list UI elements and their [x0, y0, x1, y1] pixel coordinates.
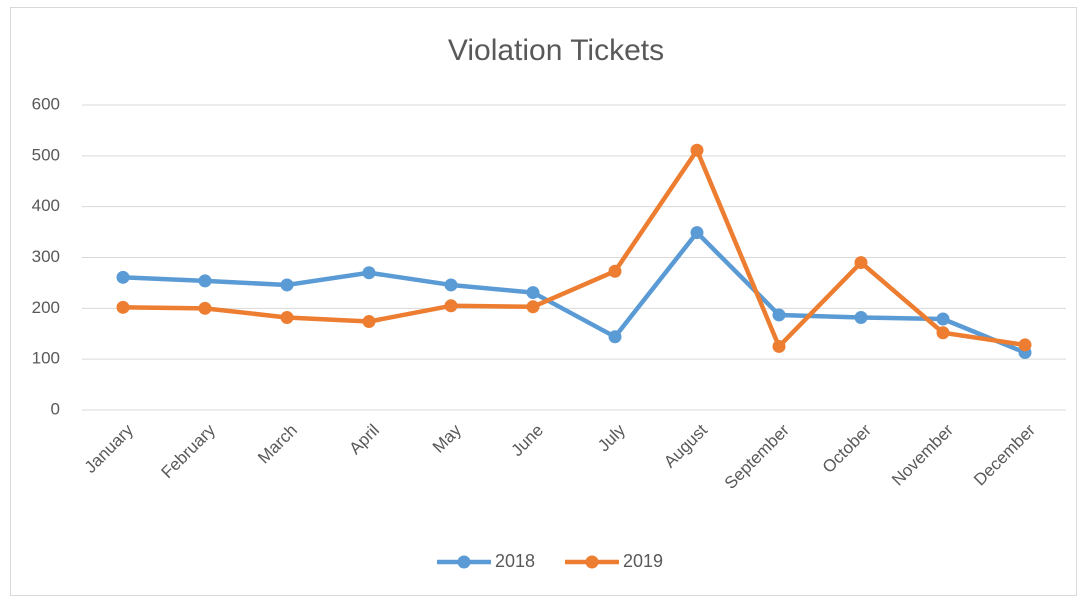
data-point: [936, 312, 950, 326]
data-point: [198, 301, 212, 315]
data-point: [772, 308, 786, 322]
y-tick-label: 0: [51, 399, 60, 418]
legend-label: 2018: [495, 551, 535, 571]
legend-label: 2019: [623, 551, 663, 571]
data-point: [1018, 338, 1032, 352]
data-point: [690, 226, 704, 240]
y-tick-label: 200: [32, 298, 60, 317]
data-point: [854, 310, 868, 324]
data-point: [444, 278, 458, 292]
y-tick-label: 500: [32, 145, 60, 164]
data-point: [854, 256, 868, 270]
data-point: [936, 326, 950, 340]
data-point: [280, 278, 294, 292]
y-tick-label: 600: [32, 94, 60, 113]
data-point: [526, 286, 540, 300]
y-tick-label: 100: [32, 349, 60, 368]
data-point: [116, 300, 130, 314]
data-point: [444, 299, 458, 313]
data-point: [608, 330, 622, 344]
data-point: [690, 143, 704, 157]
y-tick-label: 400: [32, 196, 60, 215]
data-point: [116, 270, 130, 284]
legend-marker: [585, 555, 599, 569]
data-point: [772, 339, 786, 353]
data-point: [362, 315, 376, 329]
chart-title: Violation Tickets: [448, 34, 664, 67]
legend-marker: [457, 555, 471, 569]
data-point: [280, 310, 294, 324]
data-point: [362, 266, 376, 280]
y-tick-label: 300: [32, 247, 60, 266]
series-line: [122, 230, 1026, 355]
data-point: [526, 300, 540, 314]
data-point: [608, 264, 622, 278]
series-line: [122, 147, 1026, 349]
data-point: [198, 274, 212, 288]
